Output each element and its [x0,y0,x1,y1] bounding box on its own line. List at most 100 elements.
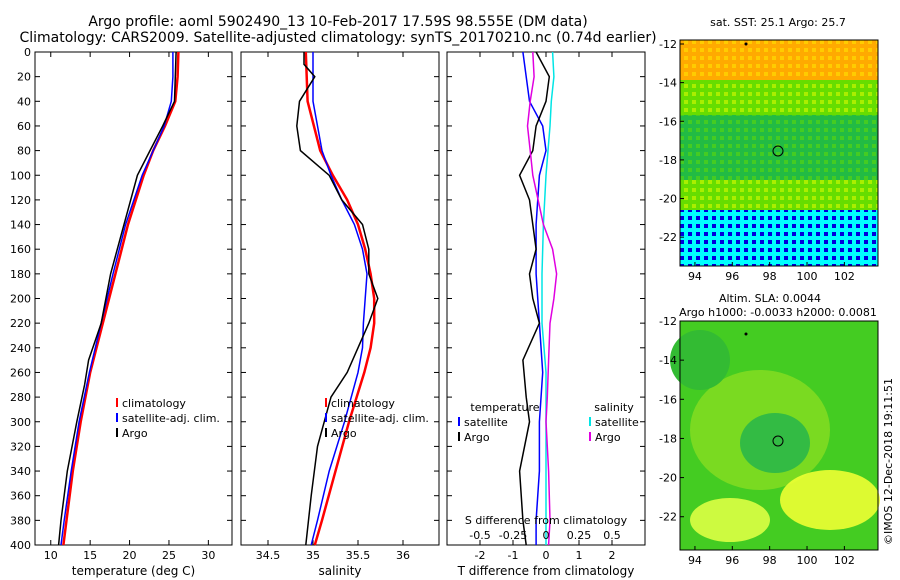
y-tick-label: 260 [10,366,31,379]
x-tick-label: 30 [201,549,215,562]
sla-map [670,320,880,551]
y-tick-label: 300 [10,416,31,429]
legend-title-temperature: temperature [470,401,539,414]
sla-map-title-2: Argo h1000: -0.0033 h2000: 0.0081 [679,306,877,319]
map-x-tick-label: 98 [763,554,777,567]
legend-label: Argo [122,427,148,440]
y-tick-label: 400 [10,539,31,552]
x-tick-label: -1 [508,549,519,562]
sla-map-title-1: Altim. SLA: 0.0044 [719,292,821,305]
map-y-tick-label: -16 [659,393,677,406]
y-tick-label: 0 [24,46,31,59]
map-y-tick-label: -22 [659,511,677,524]
y-tick-label: 120 [10,194,31,207]
legend-label: Argo [595,431,621,444]
x-tick-label: 10 [44,549,58,562]
chart-difference: -2 -1 0 1 2 T difference from climatology temp… [446,51,646,578]
map-x-tick-label: 94 [688,270,702,283]
x-tick-label: 0 [543,549,550,562]
chart-salinity: 34.5 35 35.5 36 salinity climatology satellite… [240,51,440,578]
s-diff-tick-label: -0.25 [499,529,527,542]
map-x-tick-label: 102 [834,270,855,283]
map-x-tick-label: 96 [725,270,739,283]
y-tick-label: 60 [17,120,31,133]
series-argo [57,51,177,546]
sla-argo-marker [772,435,784,447]
series-s-satellite [541,51,555,545]
y-tick-label: 40 [17,95,31,108]
legend-label: satellite-adj. clim. [331,412,429,425]
map-x-tick-label: 100 [797,270,818,283]
y-tick-label: 160 [10,243,31,256]
legend-label: satellite [464,416,508,429]
map-y-tick-label: -20 [659,472,677,485]
s-diff-tick-label: -0.5 [469,529,490,542]
series-climatology [62,51,180,546]
y-tick-label: 320 [10,440,31,453]
series-satellite-adj-clim- [310,52,368,546]
map-y-tick-label: -16 [659,115,677,128]
map-y-tick-label: -20 [659,193,677,206]
series-t-argo [518,51,551,546]
s-diff-tick-label: 0.5 [603,529,621,542]
legend-label: climatology [122,397,186,410]
x-tick-label: -2 [475,549,486,562]
map-x-tick-label: 94 [688,554,702,567]
x-axis-label-difference: T difference from climatology [457,564,635,578]
x-tick-label: 35.5 [346,549,371,562]
y-tick-label: 180 [10,268,31,281]
map-y-tick-label: -12 [659,315,677,328]
x-tick-label: 25 [162,549,176,562]
y-tick-label: 340 [10,465,31,478]
y-tick-label: 360 [10,490,31,503]
map-x-tick-label: 98 [763,270,777,283]
map-x-tick-label: 100 [797,554,818,567]
map-x-tick-label: 102 [834,554,855,567]
y-tick-label: 140 [10,219,31,232]
x-tick-label: 2 [609,549,616,562]
legend-label: satellite-adj. clim. [122,412,220,425]
title-line-1: Argo profile: aoml 5902490_13 10-Feb-201… [88,14,587,30]
legend-label: Argo [464,431,490,444]
x-tick-label: 35 [306,549,320,562]
sst-map [679,39,879,267]
map-y-tick-label: -22 [659,231,677,244]
y-tick-label: 280 [10,391,31,404]
x-tick-label: 1 [576,549,583,562]
x-axis-label-salinity: salinity [318,564,361,578]
title-line-2: Climatology: CARS2009. Satellite-adjuste… [19,30,656,46]
legend-title-salinity: salinity [594,401,634,414]
y-tick-label: 200 [10,293,31,306]
y-tick-label: 240 [10,342,31,355]
plot-frame-salinity [240,51,440,546]
footer-stamp: ©IMOS 12-Dec-2018 19:11:51 [882,378,895,545]
map-y-tick-label: -18 [659,432,677,445]
map-y-tick-label: -12 [659,38,677,51]
legend-label: climatology [331,397,395,410]
map-x-tick-label: 96 [725,554,739,567]
y-tick-label: 380 [10,514,31,527]
s-diff-axis-label: S difference from climatology [465,514,628,527]
x-axis-label-temperature: temperature (deg C) [72,564,195,578]
s-diff-tick-label: 0.25 [567,529,592,542]
x-tick-label: 34.5 [256,549,281,562]
series-s-argo [526,51,558,546]
legend-label: Argo [331,427,357,440]
series-argo [296,52,379,546]
sst-map-title: sat. SST: 25.1 Argo: 25.7 [710,16,846,29]
s-diff-tick-label: 0 [543,529,550,542]
sst-argo-marker [772,145,784,157]
x-tick-label: 36 [396,549,410,562]
y-tick-label: 20 [17,71,31,84]
x-tick-label: 20 [123,549,137,562]
map-y-tick-label: -14 [659,77,677,90]
y-tick-label: 220 [10,317,31,330]
legend-label: satellite [595,416,639,429]
series-satellite-adj-clim- [60,52,174,546]
chart-temperature: 10 15 20 25 30020406080100120140160180200220… [10,46,233,578]
y-tick-label: 100 [10,169,31,182]
x-tick-label: 15 [83,549,97,562]
y-tick-label: 80 [17,145,31,158]
map-y-tick-label: -14 [659,354,677,367]
